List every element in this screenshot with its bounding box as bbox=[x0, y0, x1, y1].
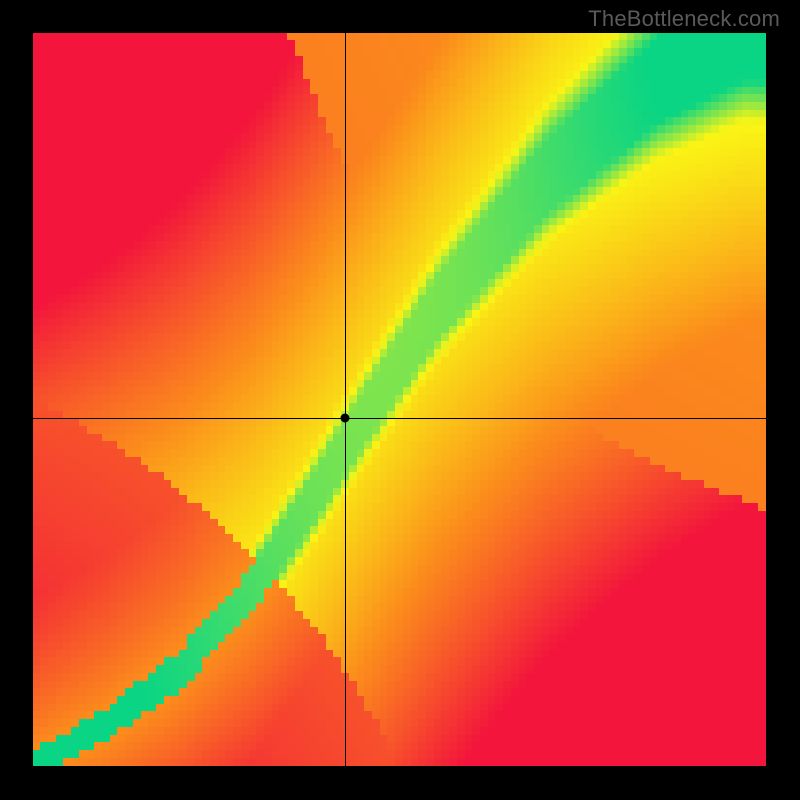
bottleneck-heatmap bbox=[33, 33, 766, 766]
watermark-text: TheBottleneck.com bbox=[588, 6, 780, 32]
crosshair-horizontal bbox=[33, 418, 766, 419]
plot-area bbox=[33, 33, 766, 766]
crosshair-vertical bbox=[345, 33, 346, 766]
chart-container: TheBottleneck.com bbox=[0, 0, 800, 800]
crosshair-marker-dot bbox=[340, 413, 349, 422]
